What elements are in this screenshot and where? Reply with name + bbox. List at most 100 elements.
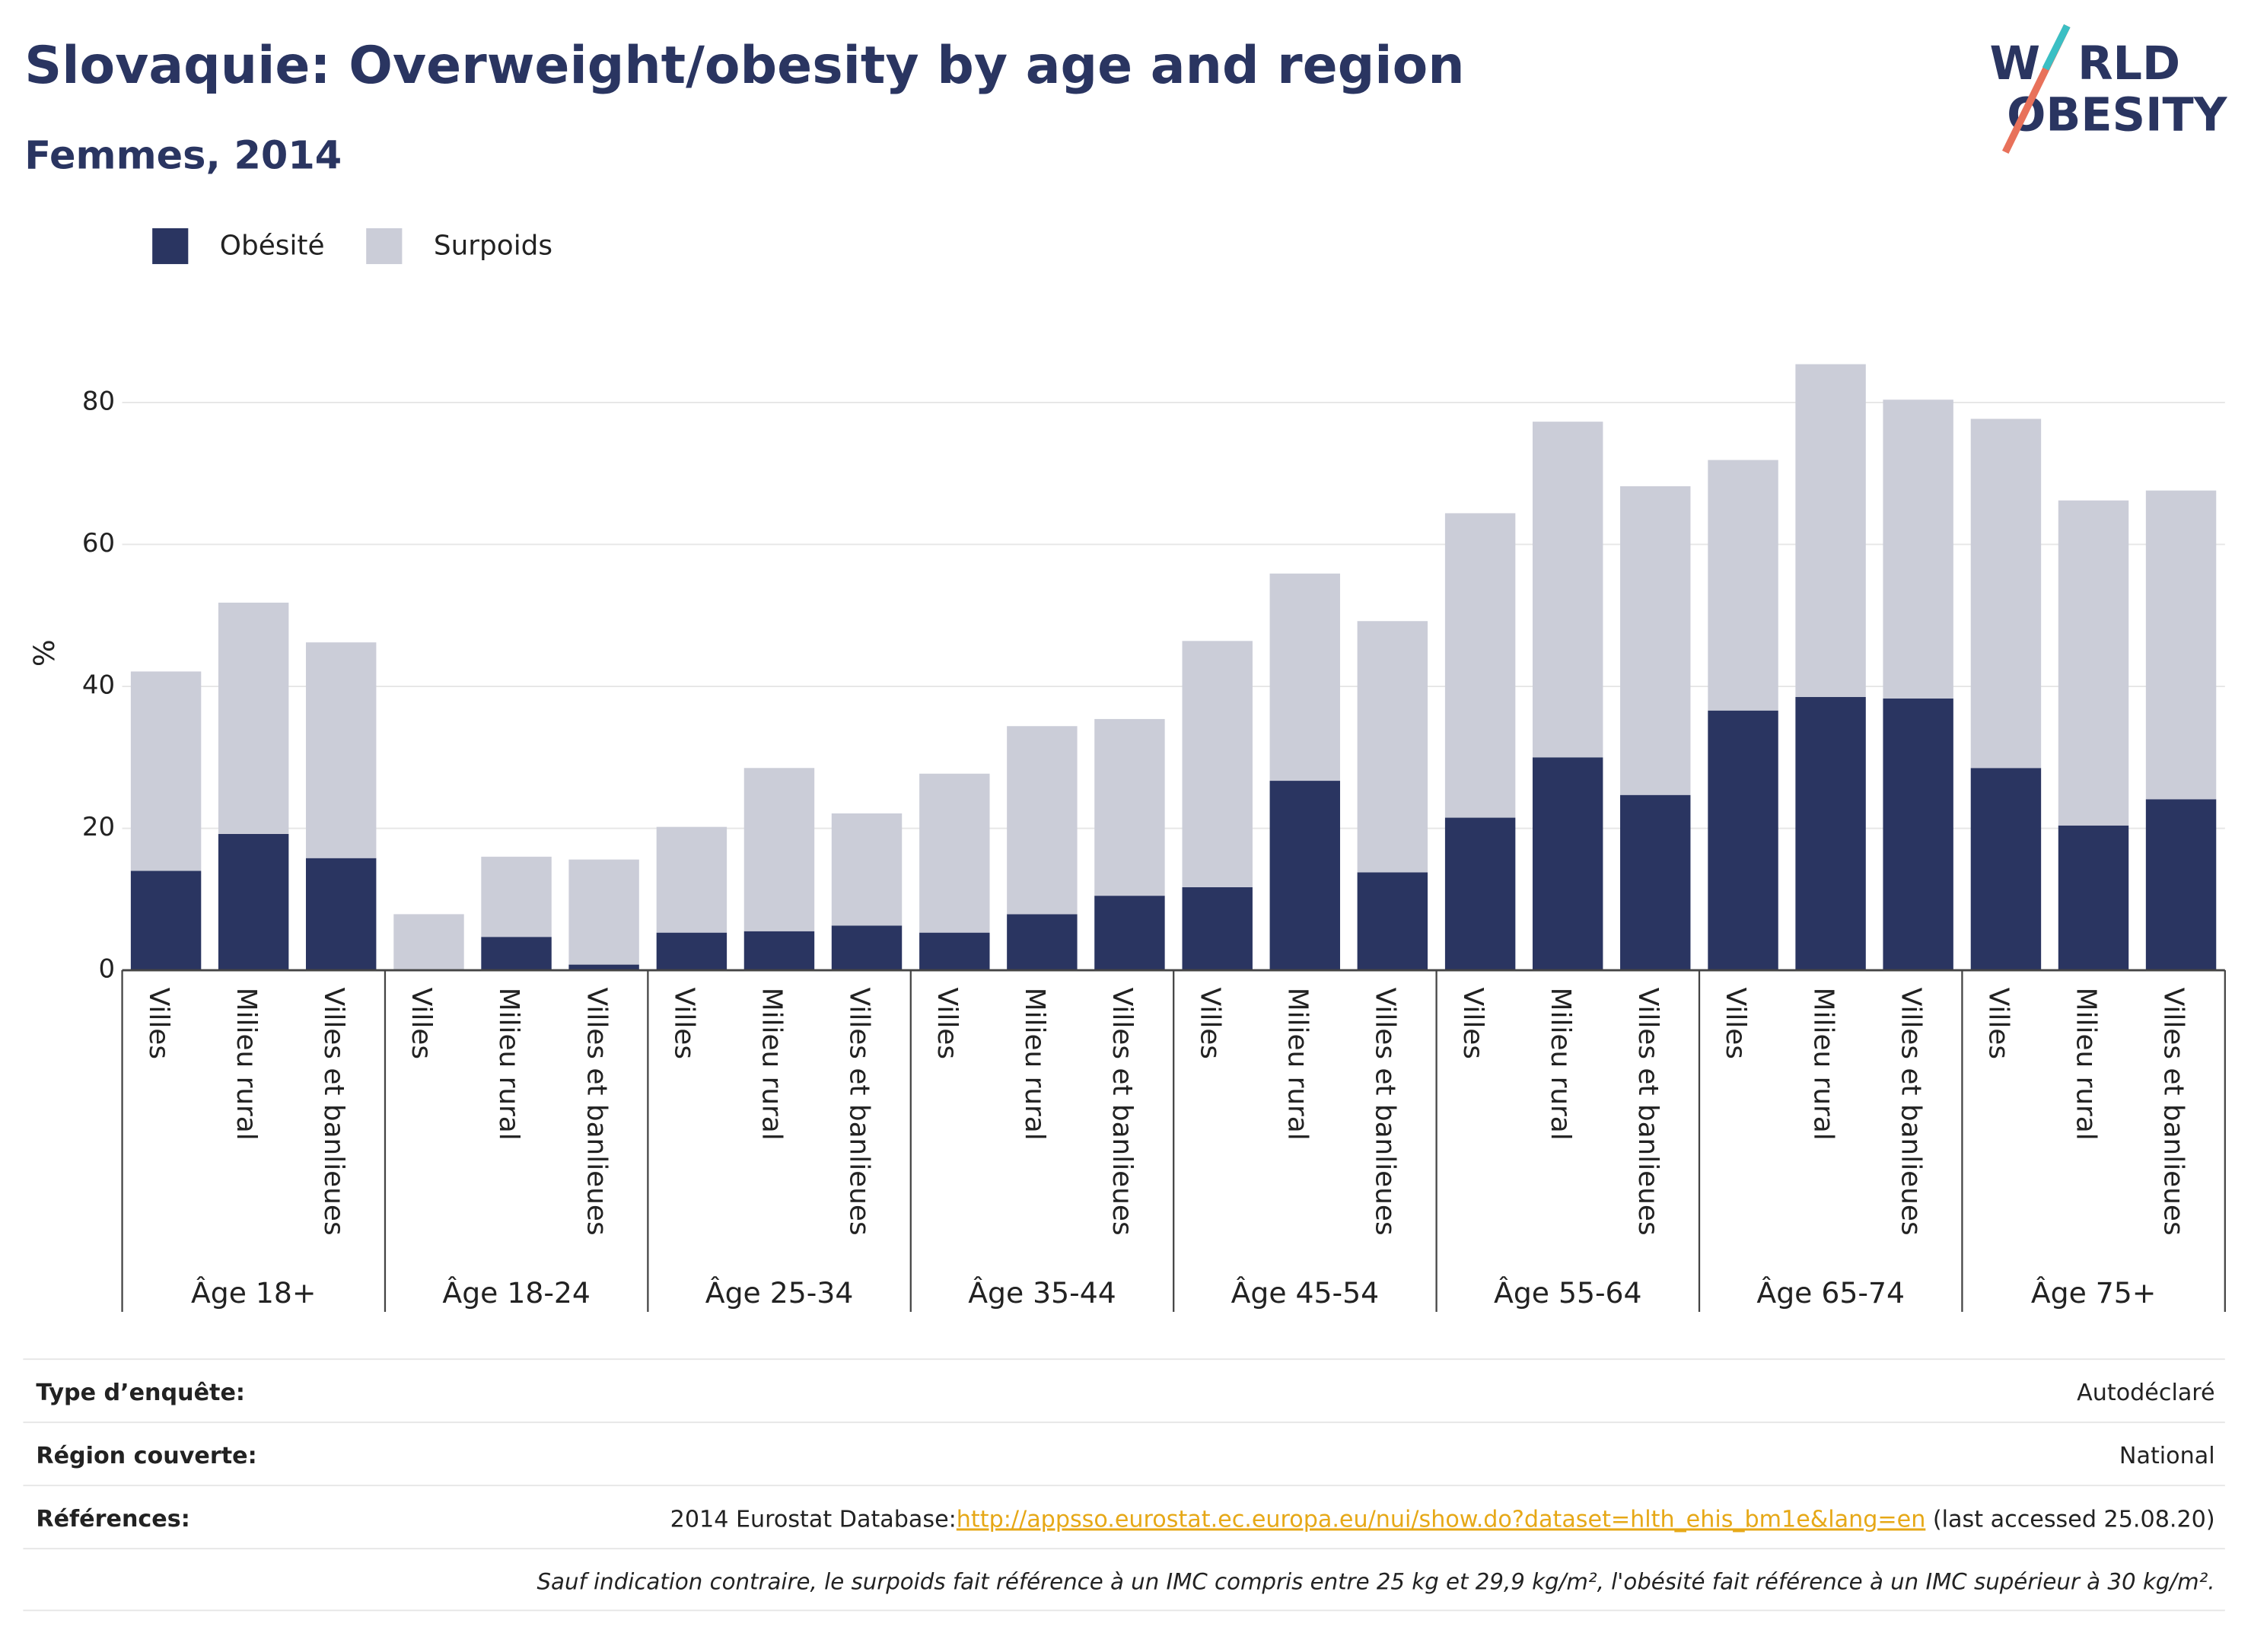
bar-segment (1094, 896, 1165, 971)
x-tick-label: Villes et banlieues (581, 988, 612, 1236)
x-tick-label: Villes (931, 988, 963, 1059)
group-label: Âge 25-34 (705, 1276, 854, 1310)
x-tick-label: Milieu rural (1282, 988, 1313, 1141)
bar-segment (1182, 641, 1253, 887)
bar-segment (1620, 486, 1691, 795)
bar-segment (1883, 698, 1953, 971)
bar-segment (305, 858, 377, 971)
bar-segment (2058, 825, 2129, 971)
bar-segment (656, 826, 728, 933)
x-tick-label: Villes (1720, 988, 1751, 1059)
chart-title: Slovaquie: Overweight/obesity by age and… (24, 36, 1464, 96)
bar-segment (1269, 781, 1340, 971)
reference-link[interactable]: http://appsso.eurostat.ec.europa.eu/nui/… (957, 1506, 1926, 1533)
x-tick-label: Villes et banlieues (1106, 988, 1138, 1236)
x-tick-label: Milieu rural (231, 988, 262, 1141)
x-tick-label: Villes et banlieues (1632, 988, 1664, 1236)
footer-value: National (2119, 1443, 2215, 1469)
x-tick-label: Milieu rural (493, 988, 524, 1141)
bar-segment (1007, 914, 1078, 971)
reference-text: 2014 Eurostat Database: (670, 1506, 957, 1533)
bar-segment (130, 671, 202, 871)
x-tick-label: Milieu rural (1019, 988, 1050, 1141)
y-tick-label: 40 (82, 670, 115, 701)
y-axis-label: % (27, 639, 61, 667)
bar-segment (130, 871, 202, 971)
x-tick-label: Villes (1457, 988, 1488, 1059)
reference-text: (last accessed 25.08.20) (1925, 1506, 2214, 1533)
bar-segment (2145, 490, 2217, 800)
group-label: Âge 55-64 (1494, 1276, 1642, 1310)
x-tick-label: Villes et banlieues (1895, 988, 1926, 1236)
footer-label: Région couverte: (36, 1443, 256, 1469)
bar-segment (1795, 697, 1866, 971)
bar-segment (1620, 794, 1691, 971)
x-tick-label: Milieu rural (1545, 988, 1576, 1141)
x-tick-label: Milieu rural (756, 988, 788, 1141)
x-tick-label: Milieu rural (2071, 988, 2102, 1141)
bar-segment (481, 856, 552, 937)
bar-segment (218, 602, 289, 834)
group-label: Âge 65-74 (1756, 1276, 1905, 1310)
y-tick-label: 80 (82, 386, 115, 416)
group-label: Âge 75+ (2031, 1276, 2157, 1310)
x-tick-label: Villes et banlieues (844, 988, 875, 1236)
footer-value: 2014 Eurostat Database:http://appsso.eur… (670, 1506, 2215, 1533)
legend-label: Obésité (220, 230, 325, 261)
bar-segment (1357, 621, 1428, 873)
bar-segment (1532, 422, 1603, 758)
x-tick-label: Villes (669, 988, 700, 1059)
legend-swatch (366, 228, 403, 265)
group-label: Âge 45-54 (1231, 1276, 1380, 1310)
bar-segment (568, 964, 639, 971)
bar-segment (1182, 886, 1253, 971)
bar-segment (1883, 399, 1953, 699)
bar-segment (1970, 419, 2042, 769)
x-tick-label: Milieu rural (1807, 988, 1839, 1141)
logo-slash (2042, 24, 2071, 71)
logo-text: OBESITY (2007, 88, 2228, 142)
x-tick-label: Villes et banlieues (1370, 988, 1401, 1236)
group-label: Âge 18+ (191, 1276, 317, 1310)
bar-segment (1532, 757, 1603, 971)
legend-label: Surpoids (434, 230, 552, 261)
legend-swatch (152, 228, 189, 265)
x-tick-label: Villes et banlieues (318, 988, 349, 1236)
bar-segment (743, 931, 815, 971)
bar-segment (919, 773, 990, 933)
footer-label: Références: (36, 1506, 189, 1533)
bar-segment (393, 914, 464, 971)
bar-segment (656, 932, 728, 971)
x-tick-label: Villes (406, 988, 437, 1059)
footer-value: Autodéclaré (2077, 1380, 2214, 1406)
bar-segment (305, 642, 377, 858)
logo: W RLD OBESITY (1989, 24, 2228, 154)
logo-w: W (1989, 37, 2040, 90)
x-tick-label: Villes (1983, 988, 2014, 1059)
footer-note: Sauf indication contraire, le surpoids f… (537, 1568, 2215, 1594)
bar-segment (1708, 710, 1778, 971)
bar-segment (1094, 718, 1165, 896)
bar-segment (218, 833, 289, 971)
bar-segment (2145, 799, 2217, 971)
x-tick-label: Villes (1194, 988, 1225, 1059)
bar-segment (1970, 768, 2042, 971)
bar-segment (2058, 500, 2129, 826)
bar-segment (1007, 726, 1078, 915)
bar-segment (481, 937, 552, 971)
chart-subtitle: Femmes, 2014 (24, 133, 342, 178)
group-label: Âge 18-24 (442, 1276, 591, 1310)
y-tick-label: 0 (99, 954, 116, 985)
bar-segment (919, 932, 990, 971)
footer-label: Type d’enquête: (36, 1380, 245, 1406)
y-tick-label: 20 (82, 812, 115, 842)
bar-segment (1444, 513, 1516, 818)
x-tick-label: Villes et banlieues (2158, 988, 2189, 1236)
bar-segment (1357, 872, 1428, 971)
group-label: Âge 35-44 (968, 1276, 1116, 1310)
bar-segment (1795, 364, 1866, 698)
bar-segment (831, 925, 903, 971)
bar-segment (831, 813, 903, 926)
logo-rld: RLD (2077, 37, 2180, 90)
